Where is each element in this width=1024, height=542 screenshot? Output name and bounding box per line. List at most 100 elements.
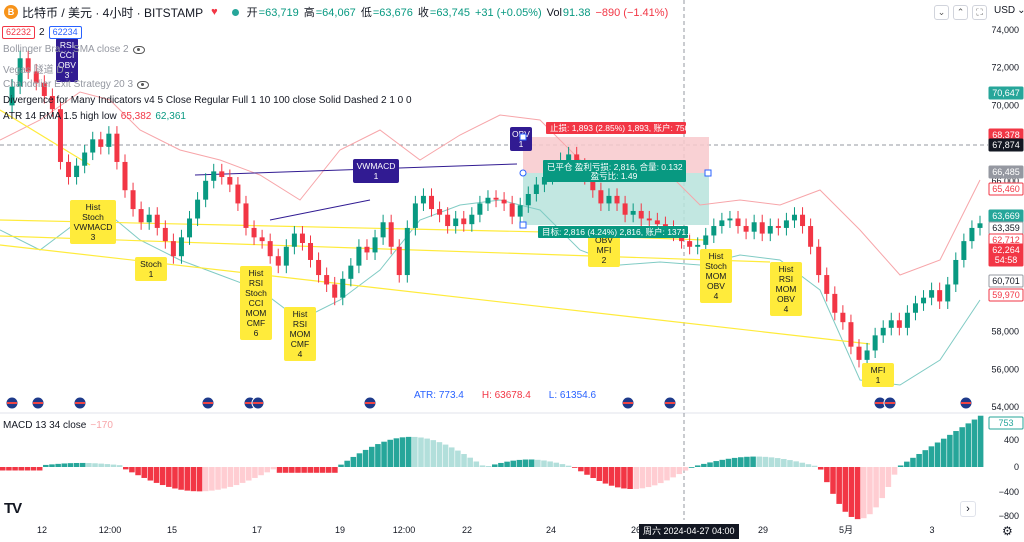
macd-histogram-bar: [356, 453, 363, 467]
candle-body: [921, 297, 927, 304]
risk-reward-label: 盈亏比: 1.49: [591, 171, 638, 181]
macd-histogram-bar: [159, 467, 166, 486]
ohlc-key: 收: [417, 7, 429, 19]
macd-histogram-bar: [639, 467, 646, 489]
chevron-up-icon[interactable]: ⌃: [953, 5, 968, 20]
chevron-down-icon[interactable]: ⌄: [934, 5, 949, 20]
candle-body: [969, 227, 975, 242]
candle-body: [880, 327, 886, 336]
candle-body: [98, 139, 104, 147]
divergence-label-text: 4: [784, 304, 789, 314]
price-axis-label: 66,000: [991, 176, 1019, 186]
macd-histogram-bar: [516, 459, 523, 467]
price-tag: [988, 165, 1024, 179]
macd-histogram-bar: [565, 465, 572, 467]
macd-histogram-bar: [73, 462, 80, 467]
price-tag-label: 70,647: [992, 88, 1020, 98]
indicator-legend[interactable]: Bollinger Bra… SMA close 2: [3, 44, 145, 55]
bitcoin-logo-icon: B: [4, 5, 18, 19]
gear-icon[interactable]: ⚙: [1002, 524, 1013, 538]
candle-body: [590, 177, 596, 191]
candle-body: [501, 199, 507, 204]
symbol-header: B 比特币 / 美元 · 4小时 · BITSTAMP ♥ 开=63,719 高=…: [0, 0, 673, 24]
closed-position-label-bg: [543, 160, 686, 182]
candle-body: [429, 195, 435, 210]
symbol-title[interactable]: 比特币 / 美元 · 4小时 · BITSTAMP: [22, 5, 204, 20]
candle-body: [800, 214, 806, 227]
macd-histogram-bar: [467, 457, 473, 467]
macd-histogram-bar: [473, 461, 480, 467]
time-axis-label: 3: [929, 525, 934, 535]
candle-body: [695, 244, 701, 247]
eye-off-icon[interactable]: [137, 80, 150, 89]
macd-histogram-bar: [608, 467, 615, 486]
candle-body: [509, 203, 515, 217]
macd-histogram-bar: [965, 423, 972, 467]
indicator-legend[interactable]: ATR 14 RMA 1.5 high low 65,382 62,361: [3, 111, 186, 122]
candle-body: [493, 197, 499, 200]
macd-histogram-bar: [55, 463, 61, 467]
macd-histogram-bar: [731, 457, 738, 467]
price-tag-label: 59,970: [992, 290, 1020, 300]
indicator-legend-label: Divergence for Many Indicators v4 5 Clos…: [3, 95, 412, 106]
macd-histogram-bar: [553, 462, 560, 467]
candle-body: [82, 152, 88, 166]
sell-price-button[interactable]: 62232: [2, 25, 36, 39]
macd-histogram-bar: [362, 449, 369, 467]
indicator-legend[interactable]: Chandelier Exit Strategy 20 3: [3, 79, 150, 90]
macd-histogram-bar: [79, 462, 86, 467]
candle-body: [364, 246, 370, 253]
drag-handle: [519, 169, 527, 177]
candle-body: [372, 237, 378, 253]
candle-body: [380, 222, 386, 238]
divergence-label-text: VWMACD: [357, 161, 396, 171]
tradingview-logo-icon[interactable]: TV: [4, 500, 22, 517]
candle-body: [856, 346, 862, 360]
price-tag-label: 68,378: [992, 130, 1020, 140]
macd-histogram-bar: [725, 458, 732, 467]
candle-body: [937, 290, 943, 302]
macd-histogram-bar: [910, 457, 916, 467]
candle-body: [791, 214, 797, 221]
candle-body: [114, 133, 120, 162]
indicator-legend[interactable]: Divergence for Many Indicators v4 5 Clos…: [3, 95, 412, 106]
closed-position-label: 已平仓 盈利亏损: 2,816, 合量: 0.132: [547, 162, 683, 172]
indicator-legend[interactable]: Vegas 隧道 D…: [3, 61, 74, 76]
buy-price-button[interactable]: 62234: [48, 25, 82, 39]
macd-histogram-bar: [461, 454, 467, 467]
candle-body: [727, 218, 733, 221]
price-tag: [988, 274, 1024, 288]
time-axis-label: 15: [167, 525, 177, 535]
eye-off-icon[interactable]: [132, 45, 145, 54]
candle-body: [162, 227, 168, 242]
currency-selector[interactable]: USD ⌄: [994, 5, 1024, 16]
macd-histogram-bar: [504, 461, 510, 467]
macd-histogram-bar: [977, 415, 984, 467]
candle-body: [308, 243, 314, 260]
maximize-icon[interactable]: ⛶: [972, 5, 987, 20]
candle-body: [646, 218, 652, 221]
candle-body: [33, 71, 39, 83]
divergence-label-text: CCI: [249, 298, 264, 308]
macd-histogram-bar: [713, 461, 719, 467]
trade-quantity[interactable]: 2: [39, 26, 45, 38]
macd-histogram-bar: [485, 466, 492, 467]
macd-histogram-bar: [602, 467, 609, 484]
macd-legend-value: −170: [90, 420, 113, 431]
candle-body: [57, 109, 63, 162]
macd-histogram-bar: [141, 467, 147, 478]
divergence-label-text: Stoch: [245, 288, 267, 298]
macd-histogram-bar: [12, 467, 18, 471]
candle-body: [929, 290, 935, 298]
scroll-right-icon[interactable]: ›: [960, 501, 976, 517]
heart-icon[interactable]: ♥: [211, 6, 218, 18]
macd-histogram-bar: [448, 447, 455, 467]
macd-histogram-bar: [621, 467, 627, 489]
macd-histogram-bar: [129, 467, 135, 473]
macd-histogram-bar: [350, 456, 357, 467]
divergence-label: [135, 257, 167, 281]
macd-histogram-bar: [658, 467, 664, 484]
candle-body: [106, 133, 112, 147]
